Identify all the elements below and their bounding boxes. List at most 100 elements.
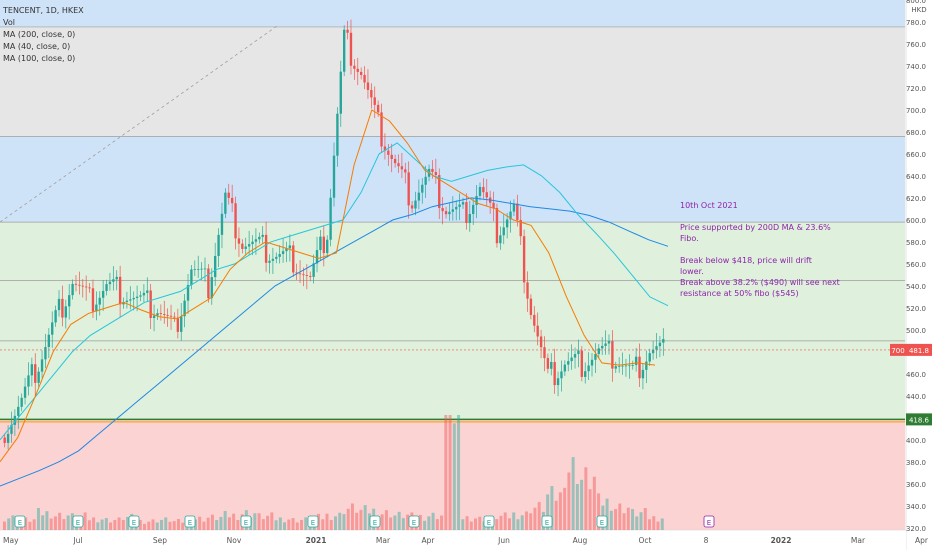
candle-body[interactable]	[380, 112, 383, 147]
candle-body[interactable]	[34, 364, 37, 383]
candle-body[interactable]	[363, 74, 366, 83]
candle-body[interactable]	[17, 406, 20, 416]
support-price-tag[interactable]	[906, 413, 932, 426]
candle-body[interactable]	[237, 238, 241, 244]
candle-body[interactable]	[173, 316, 176, 318]
candle-body[interactable]	[156, 313, 159, 316]
candle-body[interactable]	[139, 295, 142, 297]
earnings-marker-4[interactable]	[240, 515, 252, 528]
candle-body[interactable]	[390, 154, 393, 159]
candle-body[interactable]	[78, 284, 81, 286]
candle-body[interactable]	[417, 192, 421, 201]
candle-body[interactable]	[441, 208, 444, 212]
candle-body[interactable]	[213, 255, 217, 278]
candle-body[interactable]	[543, 347, 546, 359]
candle-body[interactable]	[81, 285, 84, 287]
candle-body[interactable]	[376, 104, 380, 113]
earnings-marker-3[interactable]	[184, 515, 196, 528]
earnings-marker-10[interactable]	[596, 515, 608, 528]
candle-body[interactable]	[570, 357, 573, 362]
candle-body[interactable]	[159, 313, 163, 315]
candle-body[interactable]	[505, 219, 509, 228]
candle-body[interactable]	[485, 192, 488, 198]
trend-line[interactable]	[0, 24, 279, 223]
candle-body[interactable]	[560, 371, 563, 379]
candle-body[interactable]	[332, 155, 336, 198]
candle-body[interactable]	[509, 211, 512, 220]
candle-body[interactable]	[387, 150, 390, 155]
candle-body[interactable]	[438, 175, 441, 209]
candle-body[interactable]	[584, 371, 587, 377]
earnings-marker-1[interactable]	[72, 515, 84, 528]
candle-body[interactable]	[529, 298, 533, 315]
candle-body[interactable]	[271, 258, 275, 261]
candle-body[interactable]	[37, 371, 40, 383]
candle-body[interactable]	[302, 274, 305, 276]
legend-symbol[interactable]: TENCENT, 1D, HKEX	[3, 6, 84, 15]
candle-body[interactable]	[285, 248, 288, 252]
candle-body[interactable]	[142, 292, 146, 296]
candle-body[interactable]	[227, 192, 230, 198]
candle-body[interactable]	[54, 310, 57, 323]
candle-body[interactable]	[105, 284, 108, 291]
candle-body[interactable]	[662, 339, 665, 343]
candle-body[interactable]	[224, 192, 227, 214]
candle-body[interactable]	[40, 359, 44, 372]
candle-body[interactable]	[536, 325, 539, 337]
candle-body[interactable]	[135, 296, 139, 298]
candle-body[interactable]	[431, 168, 434, 172]
candle-body[interactable]	[634, 356, 638, 366]
candle-body[interactable]	[275, 256, 278, 259]
candle-body[interactable]	[461, 202, 465, 205]
candle-body[interactable]	[176, 317, 180, 332]
candle-body[interactable]	[499, 235, 502, 244]
candle-body[interactable]	[655, 346, 658, 350]
candle-body[interactable]	[455, 206, 458, 210]
candle-body[interactable]	[91, 288, 95, 312]
candle-body[interactable]	[522, 236, 526, 283]
candle-body[interactable]	[44, 347, 47, 360]
candle-body[interactable]	[298, 273, 302, 275]
candle-body[interactable]	[370, 89, 373, 98]
candle-body[interactable]	[326, 239, 329, 254]
candle-body[interactable]	[580, 350, 584, 377]
candle-body[interactable]	[51, 322, 54, 335]
candle-body[interactable]	[526, 282, 529, 299]
candle-body[interactable]	[400, 166, 404, 170]
candle-body[interactable]	[553, 361, 556, 386]
candle-body[interactable]	[118, 276, 122, 305]
candle-body[interactable]	[129, 299, 132, 301]
candle-body[interactable]	[234, 203, 237, 239]
candle-body[interactable]	[502, 227, 505, 236]
candle-body[interactable]	[288, 245, 292, 249]
candle-body[interactable]	[27, 375, 30, 387]
earnings-marker-8[interactable]	[483, 515, 495, 528]
candle-body[interactable]	[98, 297, 101, 305]
candle-body[interactable]	[577, 350, 580, 355]
candle-body[interactable]	[88, 287, 91, 289]
candle-body[interactable]	[183, 300, 186, 317]
candle-body[interactable]	[451, 209, 455, 212]
candle-body[interactable]	[614, 366, 617, 369]
candle-body[interactable]	[244, 246, 247, 249]
candle-body[interactable]	[220, 213, 224, 235]
candle-body[interactable]	[295, 272, 298, 274]
candle-body[interactable]	[23, 386, 27, 398]
candle-body[interactable]	[339, 71, 342, 114]
candle-body[interactable]	[217, 234, 220, 256]
candle-body[interactable]	[10, 424, 13, 434]
candle-body[interactable]	[200, 268, 203, 270]
candle-body[interactable]	[30, 364, 34, 376]
candle-body[interactable]	[95, 304, 98, 312]
legend-vol[interactable]: Vol	[3, 18, 15, 27]
candle-body[interactable]	[611, 341, 614, 369]
candle-body[interactable]	[122, 301, 125, 305]
candle-body[interactable]	[458, 204, 461, 207]
candle-body[interactable]	[3, 437, 6, 443]
legend-ma40[interactable]: MA (40, close, 0)	[3, 42, 71, 51]
candle-body[interactable]	[404, 169, 407, 173]
earnings-marker-7[interactable]	[408, 515, 420, 528]
candle-body[interactable]	[312, 263, 315, 277]
candle-body[interactable]	[64, 306, 67, 318]
